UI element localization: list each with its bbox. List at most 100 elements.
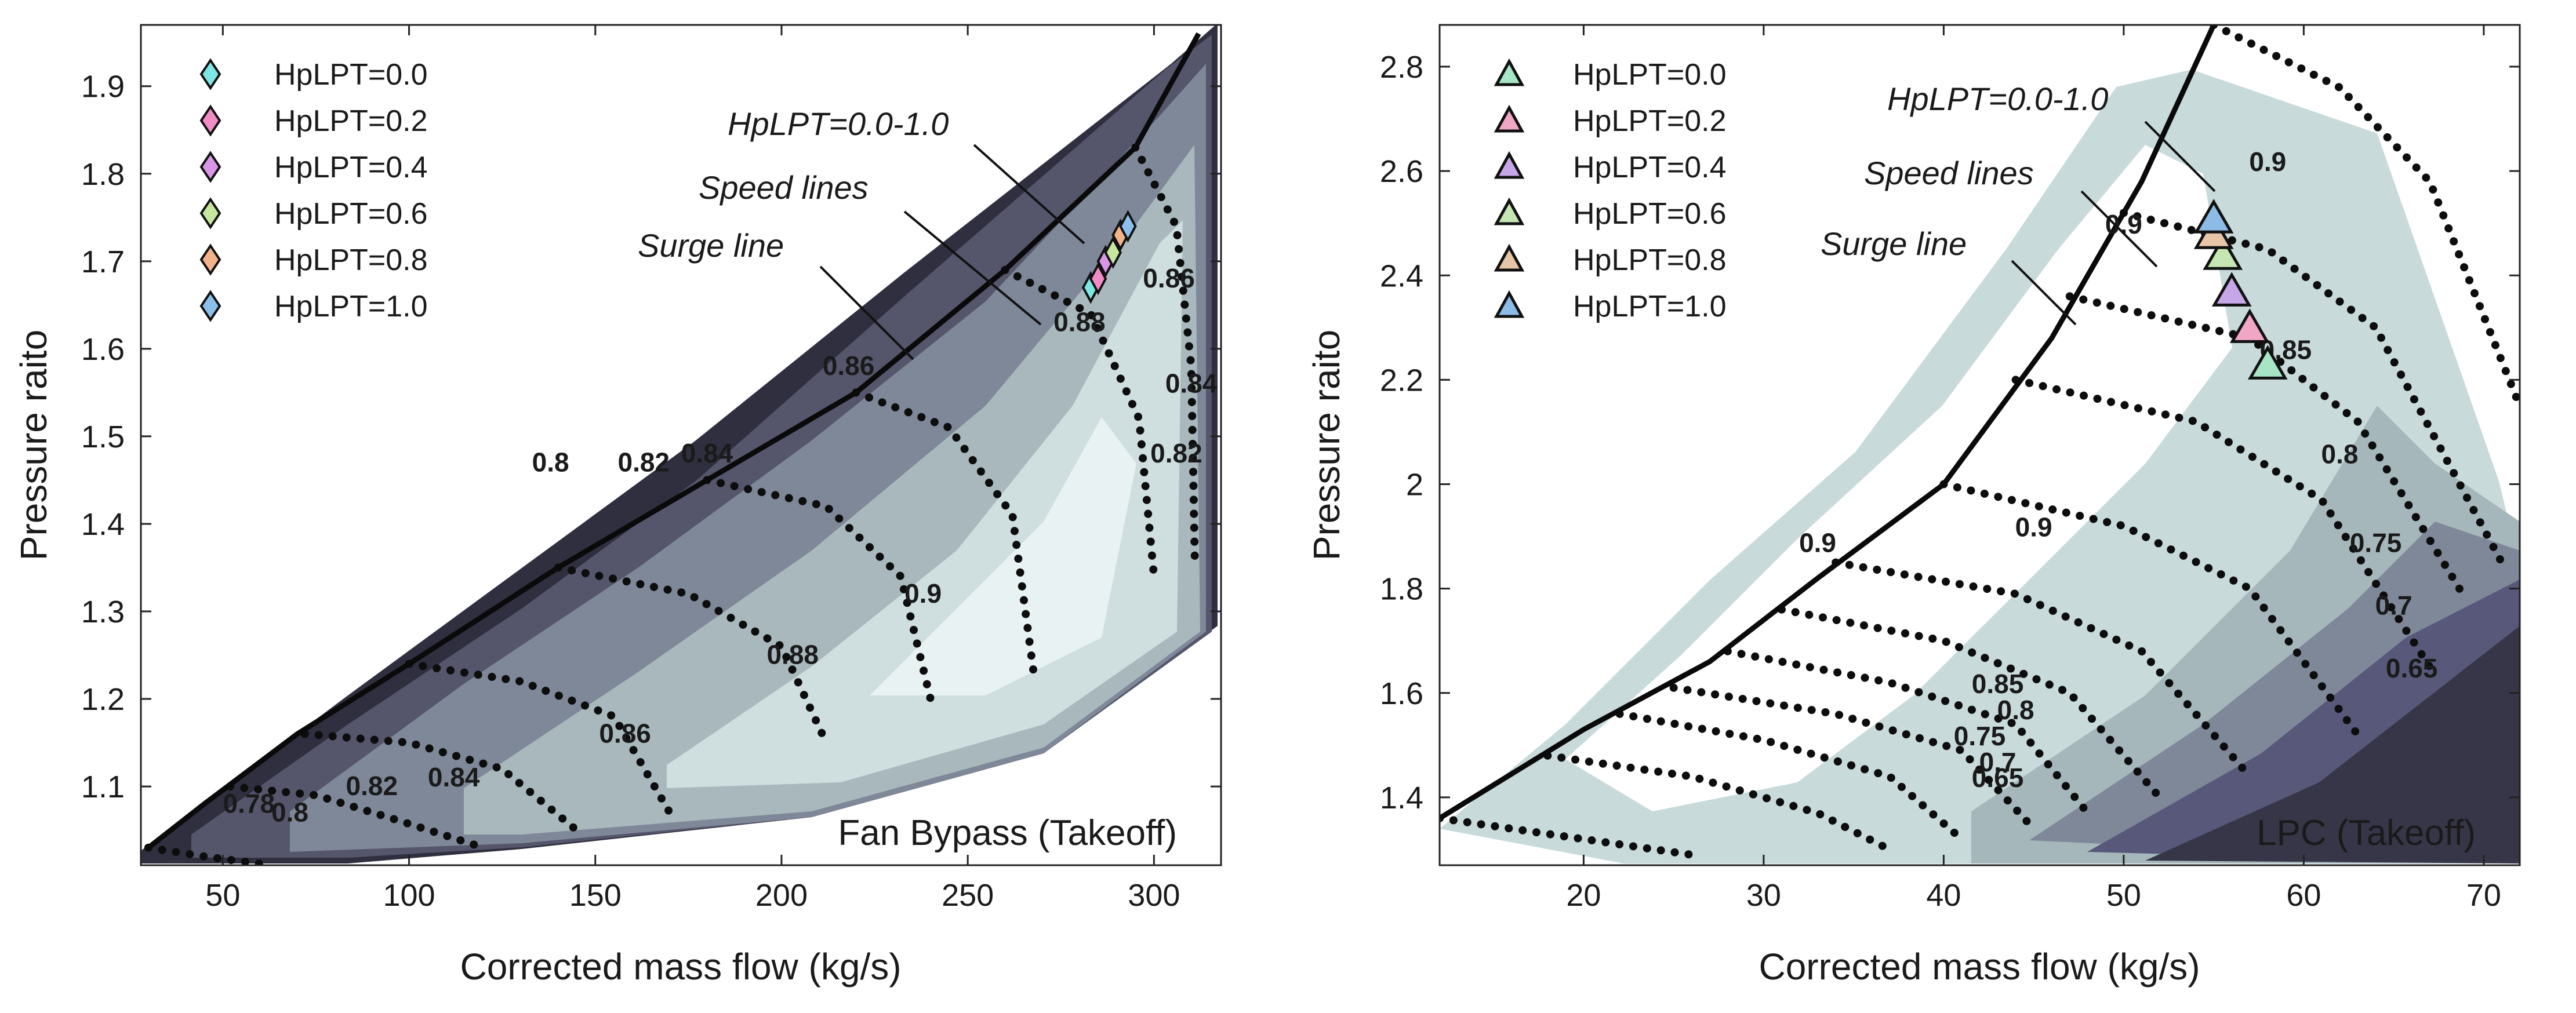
y-tick-label: 1.7 <box>81 245 125 279</box>
lpc-plot-area: 0.90.90.90.90.850.80.750.70.650.850.80.7… <box>1440 25 2520 859</box>
y-tick-label: 1.5 <box>81 420 125 454</box>
speed-line <box>1723 647 2092 817</box>
efficiency-contour-label: 0.7 <box>2375 591 2412 621</box>
legend-marker <box>1494 290 1525 318</box>
legend-marker <box>1494 58 1525 86</box>
fan-bypass-axes-frame <box>140 24 1222 866</box>
x-tick-label: 300 <box>1128 878 1180 913</box>
legend-label: HpLPT=0.0 <box>1573 58 1727 92</box>
efficiency-contour-label: 0.8 <box>1997 695 2034 725</box>
legend-marker <box>1494 104 1525 133</box>
efficiency-contour-label: 0.9 <box>904 578 942 608</box>
legend-label: HpLPT=0.2 <box>1573 104 1727 138</box>
efficiency-contour-label: 0.9 <box>2249 147 2286 177</box>
efficiency-contour-label: 0.88 <box>766 640 819 670</box>
x-tick-label: 70 <box>2466 878 2501 913</box>
efficiency-contour-label: 0.85 <box>1972 669 2024 699</box>
speed-line <box>144 843 275 865</box>
fan-bypass-plot-area: 0.780.80.82 0.840.860.880.90.8 0.82 0.840.8… <box>144 32 1218 865</box>
efficiency-contour-label: 0.82 <box>346 771 398 801</box>
legend-label: HpLPT=0.6 <box>1573 197 1727 231</box>
speed-line <box>1001 265 1158 581</box>
surge-line-arrow <box>2011 260 2077 326</box>
efficiency-contour-label: 0.84 <box>681 438 733 468</box>
speed-lines-arrow <box>903 210 1042 326</box>
x-tick-label: 60 <box>2286 878 2321 913</box>
lpc-title: LPC (Takeoff) <box>2257 813 2476 853</box>
surge-line-annotation: Surge line <box>638 227 784 264</box>
x-tick-label: 50 <box>2106 878 2141 913</box>
speed-line <box>2065 292 2470 603</box>
x-tick-label: 200 <box>755 878 808 913</box>
speed-line <box>2011 376 2434 671</box>
speed-lines-arrow <box>2080 190 2158 268</box>
legend-marker <box>199 104 221 137</box>
surge-line-annotation: Surge line <box>1821 225 1967 262</box>
x-tick-label: 50 <box>205 878 240 913</box>
speed-line <box>2210 25 2520 410</box>
hplpt-point <box>2247 345 2288 380</box>
hplpt-arrow <box>2144 121 2216 192</box>
legend-label: HpLPT=0.6 <box>274 197 428 231</box>
legend-marker <box>1494 151 1525 179</box>
hplpt-point <box>2229 308 2270 343</box>
legend-label: HpLPT=1.0 <box>1573 290 1727 323</box>
efficiency-contour-label: 0.9 <box>2015 512 2052 542</box>
x-tick-label: 150 <box>569 878 622 913</box>
x-tick-label: 100 <box>383 878 435 913</box>
efficiency-contour-label: 0.88 <box>1053 307 1106 337</box>
fan-bypass-ylabel: Pressure raito <box>13 330 55 560</box>
legend-label: HpLPT=0.8 <box>1573 243 1727 277</box>
legend-label: HpLPT=0.4 <box>1573 151 1727 184</box>
y-tick-label: 2.4 <box>1380 258 1423 293</box>
surge-line <box>1440 25 2217 821</box>
lpc-ticks: 20 30 40 50 60 70 1.4 1.6 1.8 2 2.2 2.4 2.6 2.8 <box>1380 25 2520 913</box>
y-tick-label: 1.4 <box>81 507 125 542</box>
legend-marker <box>199 197 221 229</box>
y-tick-label: 2.2 <box>1380 363 1423 398</box>
legend-marker <box>199 243 221 276</box>
legend-label: HpLPT=0.8 <box>274 243 428 277</box>
efficiency-contour-label: 0.82 <box>1150 438 1202 468</box>
y-tick-label: 2 <box>1406 468 1423 502</box>
x-tick-label: 40 <box>1926 878 1961 913</box>
legend-marker <box>1494 197 1525 225</box>
efficiency-contour-label: 0.75 <box>1954 721 2006 751</box>
y-tick-label: 1.8 <box>1380 572 1423 607</box>
speed-line <box>1131 143 1200 572</box>
hplpt-arrow <box>973 144 1085 245</box>
efficiency-contour-label: 0.8 <box>271 797 308 827</box>
lpc-annotations: HpLPT=0.0-1.0 Speed lines Surge line <box>1821 81 2216 326</box>
hplpt-point <box>1089 262 1107 296</box>
x-tick-label: 20 <box>1566 878 1601 913</box>
speed-line <box>405 659 674 817</box>
fan-bypass-annotations: HpLPT=0.0-1.0 Speed lines Surge line <box>638 105 1085 360</box>
x-tick-label: 30 <box>1746 878 1781 913</box>
y-tick-label: 1.4 <box>1380 781 1423 815</box>
efficiency-contour-label: 0.7 <box>1979 747 2017 777</box>
efficiency-contour-label: 0.8 <box>2321 439 2359 469</box>
hplpt-point <box>2211 272 2252 307</box>
surge-line <box>147 32 1201 850</box>
hplpt-range-annotation: HpLPT=0.0-1.0 <box>1887 81 2108 117</box>
surge-line-arrow <box>819 265 914 360</box>
hplpt-point <box>1119 210 1137 243</box>
speed-line <box>1615 709 1966 843</box>
speed-line <box>1777 605 2164 801</box>
lpc-chart: 0.90.90.90.90.850.80.750.70.650.850.80.7… <box>1306 24 2521 988</box>
fan-bypass-title: Fan Bypass (Takeoff) <box>838 813 1177 853</box>
efficiency-contour-label: 0.86 <box>1143 263 1195 293</box>
hplpt-point <box>2203 235 2243 270</box>
legend-label: HpLPT=0.4 <box>274 151 428 184</box>
y-tick-label: 1.8 <box>81 157 125 192</box>
y-tick-label: 1.6 <box>1380 676 1423 711</box>
fan-bypass-ticks: 50 100 150 200 250 300 1.1 1.2 1.3 1.4 1.5 1.6 1.7 1.… <box>81 25 1221 913</box>
efficiency-contour-label: 0.78 <box>223 788 275 818</box>
legend-label: HpLPT=0.0 <box>274 58 428 92</box>
speed-line <box>1832 558 2254 781</box>
efficiency-contour-label: 0.65 <box>1972 763 2024 793</box>
y-tick-label: 1.3 <box>81 595 125 629</box>
lpc-ylabel: Pressure raito <box>1306 330 1347 560</box>
legend-marker <box>199 290 221 322</box>
speed-lines-annotation: Speed lines <box>699 169 869 206</box>
